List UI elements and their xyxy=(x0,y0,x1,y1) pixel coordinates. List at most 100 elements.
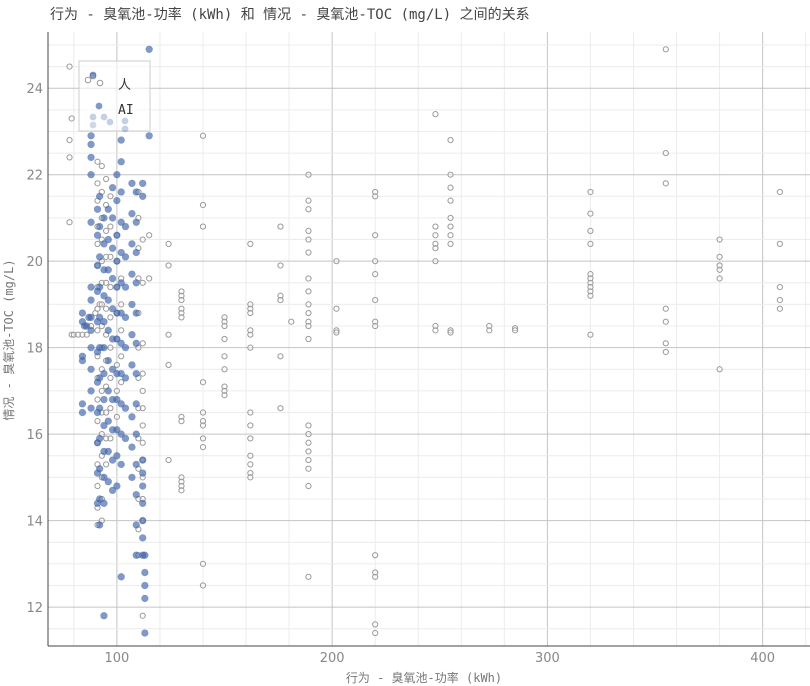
point-ai xyxy=(145,132,153,140)
point-human xyxy=(305,439,312,446)
point-human xyxy=(66,219,73,226)
point-ai xyxy=(104,235,112,244)
point-human xyxy=(587,284,594,291)
x-tick-label: 200 xyxy=(320,651,345,666)
point-human xyxy=(118,327,125,334)
point-human xyxy=(305,301,312,308)
point-ai xyxy=(87,404,95,412)
point-ai xyxy=(95,465,104,473)
point-human xyxy=(75,331,82,338)
point-ai xyxy=(117,279,125,287)
point-human xyxy=(447,136,454,144)
point-ai xyxy=(95,222,104,231)
point-human xyxy=(247,301,254,308)
point-ai xyxy=(95,521,104,529)
point-ai xyxy=(87,343,95,352)
point-ai xyxy=(113,452,121,460)
point-human xyxy=(432,258,439,265)
point-ai xyxy=(87,153,95,162)
point-human xyxy=(247,331,254,338)
point-human xyxy=(103,461,110,468)
point-human xyxy=(178,305,185,312)
point-human xyxy=(139,439,146,446)
point-human xyxy=(716,366,723,373)
x-axis-label: 行为 - 臭氧池-功率 (kWh) xyxy=(346,670,502,685)
point-human xyxy=(98,162,105,170)
point-human xyxy=(372,569,379,576)
point-human xyxy=(221,322,228,330)
point-human xyxy=(178,309,185,317)
point-ai xyxy=(104,326,112,335)
point-ai xyxy=(100,240,108,248)
point-human xyxy=(107,405,114,412)
point-ai xyxy=(139,192,147,201)
point-ai xyxy=(128,300,136,309)
legend: 人 AI xyxy=(78,60,151,133)
point-ai xyxy=(83,322,91,330)
point-human xyxy=(94,305,101,312)
point-ai xyxy=(95,374,104,382)
point-ai xyxy=(87,132,95,140)
point-ai xyxy=(87,387,95,395)
point-ai xyxy=(95,253,104,261)
point-human xyxy=(372,232,379,239)
point-human xyxy=(305,448,312,455)
point-human xyxy=(178,478,185,485)
point-human xyxy=(199,132,207,139)
x-tick-labels: 100 200 300 400 xyxy=(104,651,775,666)
point-ai xyxy=(108,183,117,192)
y-tick-label: 14 xyxy=(26,515,43,530)
point-ai xyxy=(108,244,117,252)
point-ai xyxy=(117,339,125,348)
point-human xyxy=(247,327,254,334)
point-human xyxy=(165,331,172,338)
point-human xyxy=(70,331,77,338)
point-human xyxy=(199,560,207,567)
point-human xyxy=(372,271,379,278)
point-ai xyxy=(108,365,117,373)
point-human xyxy=(107,193,114,200)
point-ai xyxy=(100,499,108,508)
legend-marker-human xyxy=(84,76,92,84)
point-ai xyxy=(128,361,136,369)
point-ai xyxy=(78,309,87,317)
point-ai xyxy=(141,581,149,590)
point-ai xyxy=(132,460,140,469)
point-ai xyxy=(132,279,140,287)
legend-marker-human xyxy=(96,79,104,87)
point-human xyxy=(587,271,594,278)
point-human xyxy=(305,236,312,243)
point-human xyxy=(247,305,254,312)
point-ai xyxy=(132,490,140,499)
point-human xyxy=(305,431,312,438)
point-ai xyxy=(139,534,147,542)
point-ai xyxy=(132,551,140,559)
point-ai xyxy=(104,477,112,486)
point-human xyxy=(447,171,454,178)
y-axis-label: 情况 - 臭氧池-TOC (mg/L) xyxy=(1,259,16,420)
point-ai xyxy=(121,313,130,322)
point-ai xyxy=(117,248,125,257)
point-human xyxy=(776,188,783,196)
point-human xyxy=(118,301,125,308)
series-ai xyxy=(78,45,153,637)
point-ai xyxy=(132,188,140,196)
point-human xyxy=(447,232,454,239)
point-human xyxy=(432,111,439,118)
point-ai xyxy=(104,417,112,425)
point-human xyxy=(305,482,312,490)
point-human xyxy=(139,422,146,429)
y-tick-label: 24 xyxy=(26,82,43,97)
point-human xyxy=(103,409,110,416)
point-ai xyxy=(100,214,108,222)
y-tick-label: 20 xyxy=(26,255,43,270)
point-human xyxy=(662,340,669,347)
point-human xyxy=(221,353,228,360)
point-ai xyxy=(100,318,108,326)
point-human xyxy=(662,348,669,356)
point-ai xyxy=(132,369,140,378)
point-ai xyxy=(121,404,130,412)
point-ai xyxy=(113,231,121,239)
point-ai xyxy=(108,274,117,283)
legend-marker-ai xyxy=(89,121,97,129)
